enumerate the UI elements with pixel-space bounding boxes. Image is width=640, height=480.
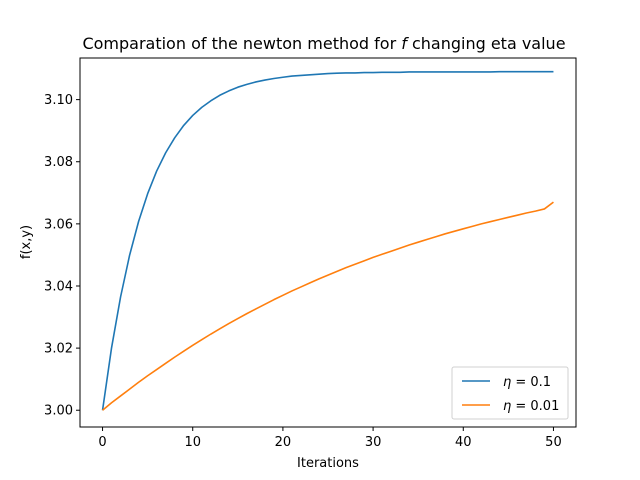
legend-box: [451, 366, 569, 420]
series-line-0: [101, 70, 554, 411]
axes-layer: 0 10 20 30 40 50 3.00 3.02 3.04 3.06 3.08 3.10: [44, 57, 577, 450]
y-tick-label: 3.02: [44, 342, 73, 357]
y-tick-label: 3.08: [44, 155, 73, 170]
y-tick-label: 3.00: [44, 404, 73, 419]
legend-label-eta-0-01: η = 0.01: [503, 399, 559, 414]
x-axis-label: Iterations: [297, 456, 359, 471]
y-tick-label: 3.04: [44, 279, 73, 294]
x-tick-label: 0: [98, 435, 106, 450]
series-layer: [101, 70, 554, 411]
legend: η = 0.1 η = 0.01: [451, 366, 569, 420]
x-tick-label: 30: [365, 435, 382, 450]
series-line-1: [102, 201, 554, 411]
x-tick-label: 40: [455, 435, 472, 450]
plot-frame: [79, 57, 577, 428]
y-axis-label: f(x,y): [19, 225, 34, 259]
x-tick-label: 20: [275, 435, 292, 450]
x-tick-label: 10: [184, 435, 201, 450]
legend-label-eta-0-1: η = 0.1: [503, 375, 551, 390]
y-tick-label: 3.10: [44, 93, 73, 108]
x-tick-label: 50: [545, 435, 562, 450]
chart-title: Comparation of the newton method for f c…: [82, 34, 565, 53]
y-tick-label: 3.06: [44, 217, 73, 232]
